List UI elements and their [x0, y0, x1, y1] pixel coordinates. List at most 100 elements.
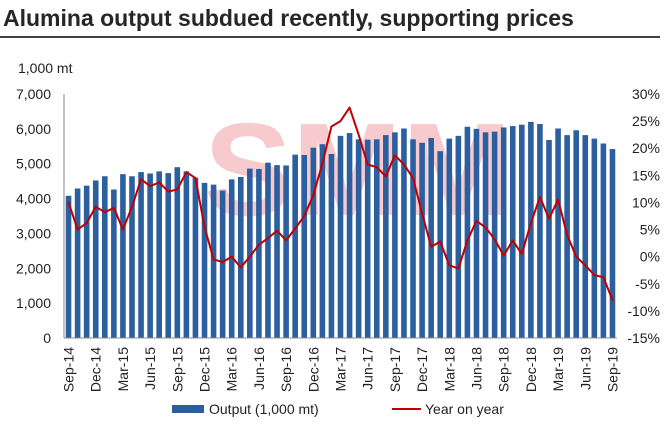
legend-yoy-label: Year on year: [425, 401, 504, 417]
output-bar: [74, 188, 81, 338]
output-bar: [509, 126, 516, 338]
legend-output-label: Output (1,000 mt): [209, 401, 319, 417]
output-bar: [111, 189, 117, 338]
output-bar: [428, 137, 434, 338]
output-bar: [528, 121, 534, 338]
output-bar: [491, 131, 498, 338]
output-bar: [410, 139, 416, 338]
x-axis-tick-label: Jun-16: [251, 347, 267, 390]
x-axis-tick-label: Sep-17: [387, 347, 403, 392]
right-axis-tick-label: 0%: [640, 249, 660, 265]
right-axis-tick-label: 30%: [632, 86, 660, 102]
output-bar: [437, 151, 444, 338]
output-bar: [446, 138, 453, 338]
output-bar: [573, 130, 579, 338]
output-bar: [337, 135, 344, 338]
x-axis-tick-labels: Sep-14 Dec-14 Mar-15 Jun-15 Sep-15 Dec-15 Mar-…: [61, 347, 621, 392]
x-axis-tick-label: Jun-18: [468, 347, 484, 390]
output-bar: [328, 153, 335, 338]
year-on-year-line: [67, 106, 614, 302]
left-axis-tick-labels: 0 1,000 2,000 3,000 4,000 5,000 6,000 7,000: [16, 86, 51, 346]
output-bar: [582, 135, 589, 338]
x-axis-tick-label: Sep-19: [604, 347, 620, 392]
output-bar: [537, 123, 543, 338]
output-bar: [555, 128, 561, 338]
x-axis-tick-label: Dec-15: [197, 347, 213, 392]
output-bar: [92, 180, 99, 338]
left-axis-tick-label: 0: [43, 330, 51, 346]
output-bar: [591, 138, 598, 338]
left-axis-tick-label: 4,000: [16, 191, 51, 207]
output-bar: [247, 168, 253, 338]
output-bar: [256, 168, 262, 338]
output-bar: [546, 140, 552, 338]
x-axis-tick-label: Sep-18: [496, 347, 512, 392]
output-bar: [419, 142, 425, 338]
right-axis-tick-label: 25%: [632, 113, 660, 129]
output-bar: [201, 182, 208, 338]
output-bar: [609, 149, 616, 338]
right-axis-tick-labels: -15% -10% -5% 0% 5% 10% 15% 20% 25% 30%: [627, 86, 660, 346]
output-bar: [346, 133, 353, 338]
output-bar: [473, 128, 480, 338]
output-bar-series: [65, 121, 616, 339]
x-axis-tick-label: Dec-17: [414, 347, 430, 392]
right-axis-tick-label: 20%: [632, 140, 660, 156]
x-axis-tick-label: Mar-18: [441, 347, 457, 392]
output-bar: [129, 176, 135, 338]
left-axis-tick-label: 6,000: [16, 121, 51, 137]
output-bar: [373, 139, 380, 338]
output-bar: [283, 165, 289, 338]
output-bar: [83, 185, 90, 338]
output-bar: [265, 162, 271, 338]
x-axis-tick-label: Sep-14: [61, 347, 77, 392]
output-bar: [120, 174, 126, 338]
x-axis-tick-label: Dec-16: [305, 347, 321, 392]
output-bar: [183, 171, 190, 338]
output-bar: [364, 139, 371, 338]
output-bar: [482, 132, 489, 338]
year-on-year-series: [67, 106, 614, 302]
left-axis-tick-label: 1,000: [16, 295, 51, 311]
output-bar: [464, 126, 471, 339]
x-axis-tick-label: Mar-16: [224, 347, 240, 392]
right-axis-tick-label: -5%: [635, 276, 660, 292]
x-axis-tick-label: Jun-17: [360, 347, 376, 390]
right-axis-tick-label: 10%: [632, 194, 660, 210]
output-bar: [519, 124, 525, 338]
output-bar: [138, 172, 144, 338]
output-bar: [210, 184, 217, 338]
output-bar: [600, 143, 607, 338]
right-axis-tick-label: 5%: [640, 222, 660, 238]
output-bar: [392, 132, 398, 338]
x-axis-tick-label: Mar-19: [550, 347, 566, 392]
output-bar: [174, 167, 181, 338]
output-bar: [319, 144, 326, 338]
x-axis-tick-label: Mar-17: [333, 347, 349, 392]
output-bar: [500, 127, 507, 339]
output-bar: [65, 195, 72, 338]
legend: Output (1,000 mt) Year on year: [172, 401, 504, 417]
output-bar: [310, 147, 317, 338]
output-bar: [102, 176, 108, 338]
chart-title: Alumina output subdued recently, support…: [3, 5, 574, 31]
y-axis-label: 1,000 mt: [18, 60, 73, 76]
x-axis-tick-label: Dec-14: [88, 347, 104, 392]
output-bar: [455, 135, 462, 338]
x-axis-tick-label: Sep-15: [169, 347, 185, 392]
left-axis-tick-label: 5,000: [16, 156, 51, 172]
right-axis-tick-label: -15%: [627, 330, 660, 346]
left-axis-tick-label: 7,000: [16, 86, 51, 102]
output-bar: [274, 165, 280, 338]
x-axis-tick-label: Mar-15: [115, 347, 131, 392]
output-bar: [383, 135, 389, 338]
output-bar: [401, 128, 407, 338]
output-bar: [165, 173, 172, 338]
x-axis-tick-label: Sep-16: [278, 347, 294, 392]
output-bar: [156, 171, 162, 338]
output-bar: [301, 155, 308, 338]
output-bar: [237, 176, 244, 338]
left-axis-tick-label: 3,000: [16, 225, 51, 241]
x-axis-tick-label: Jun-19: [577, 347, 593, 390]
